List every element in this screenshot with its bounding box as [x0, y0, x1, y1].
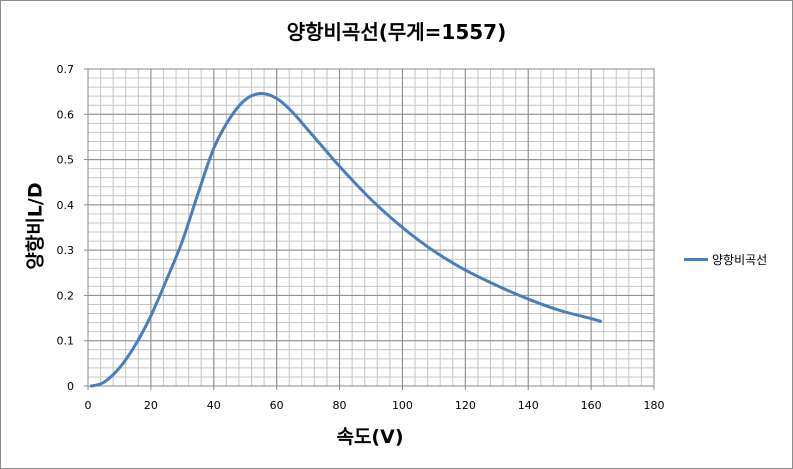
x-axis-label: 속도(V)	[336, 426, 404, 448]
legend-label: 양항비곡선	[712, 253, 768, 267]
y-tick-label: 0.3	[57, 244, 75, 257]
y-tick-label: 0	[67, 380, 74, 393]
x-axis-ticks: 0 20 40 60 80 100 120 140 160 180	[85, 386, 665, 412]
major-gridlines	[87, 68, 655, 387]
x-tick-label: 0	[85, 399, 92, 412]
series-layer	[89, 91, 603, 388]
legend: 양항비곡선	[684, 251, 767, 268]
x-tick-label: 60	[270, 399, 284, 412]
y-tick-label: 0.7	[57, 63, 75, 76]
x-tick-label: 120	[455, 399, 476, 412]
y-tick-label: 0.1	[57, 335, 75, 348]
x-tick-label: 100	[392, 399, 413, 412]
x-tick-label: 80	[333, 399, 347, 412]
series-line	[89, 91, 603, 388]
x-tick-label: 20	[144, 399, 158, 412]
y-tick-label: 0.4	[57, 199, 75, 212]
x-tick-label: 40	[207, 399, 221, 412]
plot-area-border	[87, 68, 655, 387]
chart-title: 양항비곡선(무게=1557)	[286, 20, 507, 44]
minor-gridlines	[87, 68, 655, 387]
x-tick-label: 180	[644, 399, 665, 412]
y-tick-label: 0.2	[57, 289, 75, 302]
y-tick-label: 0.5	[57, 154, 75, 167]
x-tick-label: 160	[581, 399, 602, 412]
legend-line-swatch	[684, 258, 708, 261]
y-tick-label: 0.6	[57, 108, 75, 121]
y-axis-ticks: 0 0.1 0.2 0.3 0.4 0.5 0.6 0.7	[57, 63, 88, 393]
x-tick-label: 140	[518, 399, 539, 412]
